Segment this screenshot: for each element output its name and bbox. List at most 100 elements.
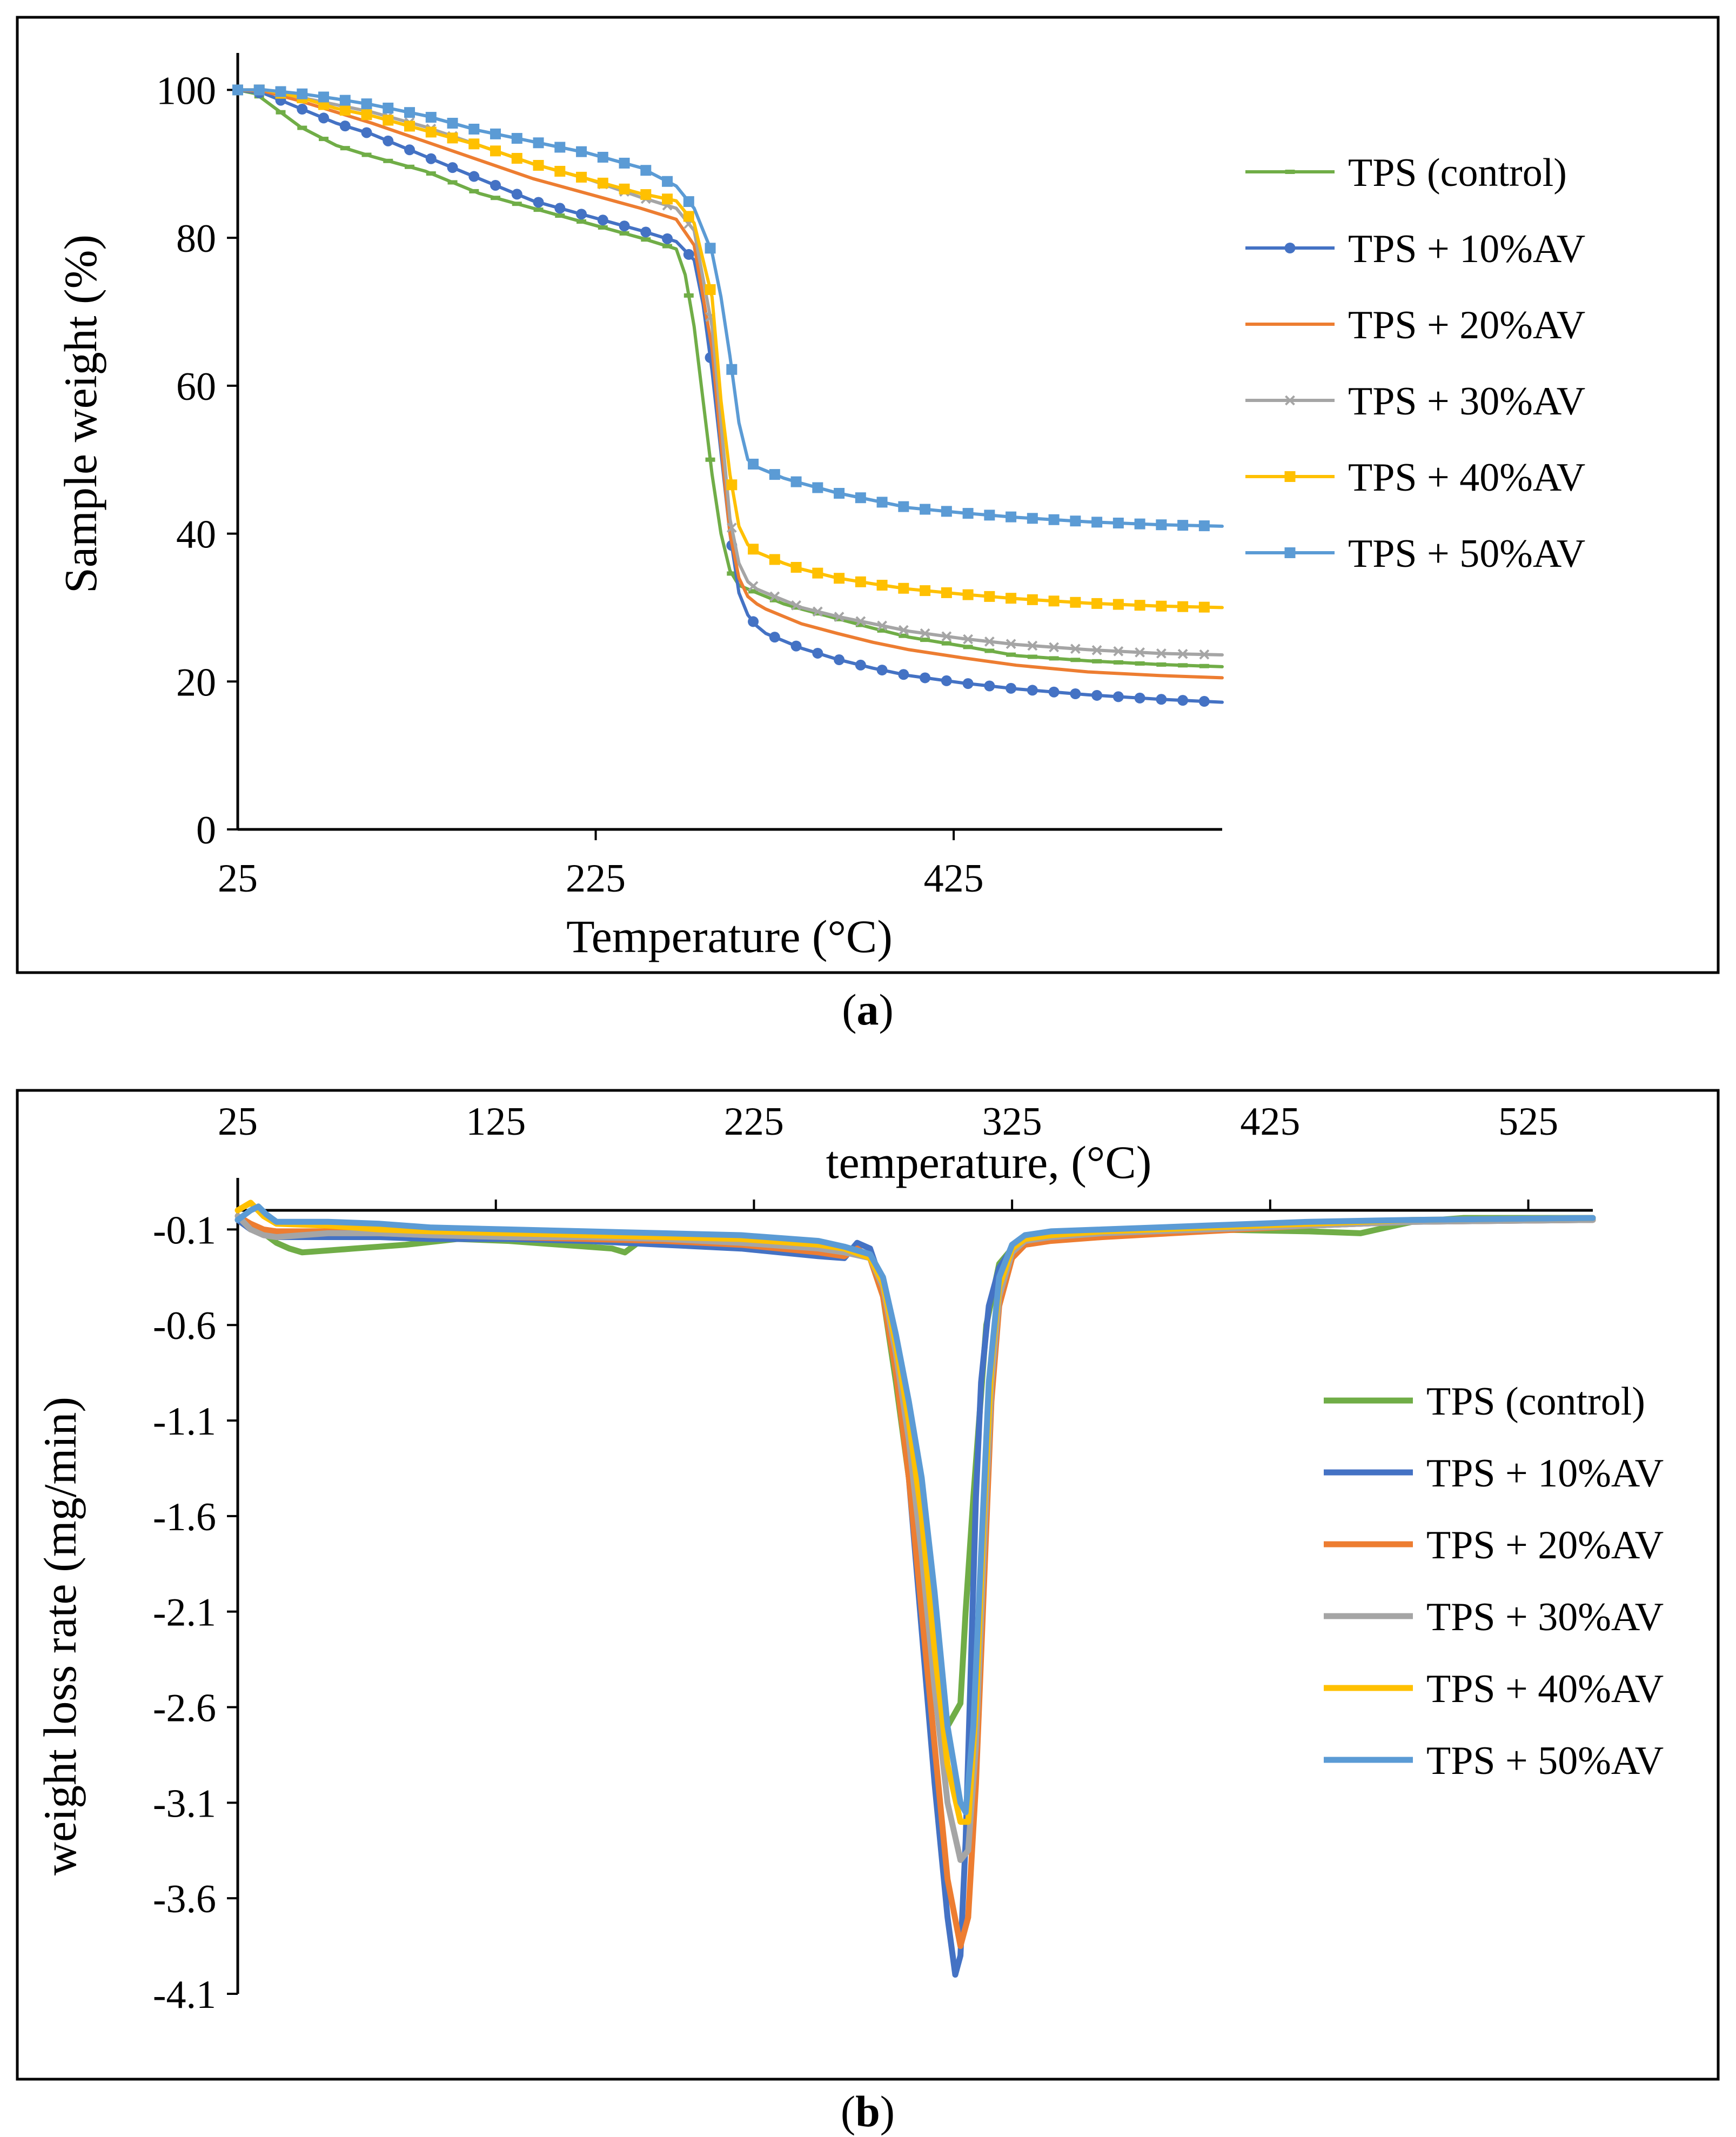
data-point-stroke-b — [812, 606, 823, 617]
data-point — [1134, 518, 1145, 530]
data-point — [339, 95, 351, 106]
data-point — [855, 576, 866, 587]
data-point — [468, 138, 480, 150]
data-point-stroke-b — [1113, 646, 1124, 656]
x-tick-label: 425 — [924, 856, 984, 901]
data-point-stroke-b — [984, 636, 995, 647]
data-point — [576, 209, 587, 220]
data-point — [876, 580, 888, 591]
data-point — [941, 506, 952, 517]
data-point — [812, 647, 823, 659]
data-point — [898, 669, 909, 680]
legend-label: TPS (control) — [1426, 1379, 1645, 1424]
data-point — [1112, 691, 1124, 702]
data-point — [597, 177, 608, 189]
data-point-stroke-b — [1199, 649, 1210, 660]
data-point-stroke-b — [963, 634, 974, 645]
data-point-stroke-b — [834, 612, 844, 622]
data-point — [533, 160, 544, 171]
data-point — [769, 469, 780, 480]
y-tick-label: -2.6 — [153, 1686, 216, 1731]
y-tick-label: -3.6 — [153, 1877, 216, 1921]
data-point — [383, 115, 394, 126]
data-point — [683, 293, 694, 298]
y-tick-label: 100 — [156, 69, 216, 113]
data-point — [726, 364, 738, 375]
data-point — [920, 585, 931, 597]
data-point — [275, 86, 286, 97]
data-point — [640, 226, 652, 238]
data-point — [1070, 644, 1081, 654]
data-point — [297, 125, 307, 130]
panel-a-caption: (a) — [842, 985, 894, 1034]
x-tick-label: 225 — [566, 856, 626, 901]
series-tps-40-av — [234, 1200, 1596, 1825]
data-point — [1156, 519, 1167, 531]
data-point-stroke-b — [898, 625, 909, 635]
data-point — [769, 554, 780, 565]
legend-entry-tps-20-av: TPS + 20%AV — [1324, 1523, 1664, 1567]
data-point — [1006, 682, 1017, 694]
y-tick-label: -0.1 — [153, 1208, 216, 1252]
data-point — [1177, 601, 1189, 612]
panel-b-legend: TPS (control) TPS + 10%AV TPS + 20%AV TPS +… — [1324, 1379, 1664, 1783]
data-point — [1027, 685, 1038, 696]
data-point — [1091, 598, 1103, 609]
data-point-stroke-b — [920, 628, 930, 639]
data-point — [662, 233, 673, 244]
data-point — [769, 598, 780, 602]
data-point-stroke-b — [748, 581, 759, 592]
x-tick-label: 325 — [982, 1100, 1042, 1144]
data-point — [1156, 694, 1167, 705]
data-point — [1135, 661, 1145, 666]
data-point — [1092, 659, 1102, 664]
data-point — [984, 648, 995, 653]
legend-entry-tps-30-av: TPS + 30%AV — [1245, 379, 1585, 424]
data-point — [1006, 511, 1017, 522]
data-point — [490, 145, 501, 157]
data-point — [232, 84, 243, 96]
data-point — [640, 189, 652, 200]
data-point — [1049, 642, 1060, 653]
legend-entry-tps-control: TPS (control) — [1324, 1379, 1645, 1424]
data-point — [748, 581, 759, 592]
data-point — [855, 616, 866, 627]
data-point — [276, 110, 286, 115]
data-point — [491, 196, 501, 200]
data-point-stroke-b — [1049, 642, 1060, 653]
data-point — [404, 107, 415, 118]
data-point — [790, 561, 802, 573]
legend-marker — [1284, 547, 1296, 558]
data-point-stroke-b — [791, 600, 801, 611]
data-point — [984, 591, 995, 602]
x-tick-label: 525 — [1498, 1100, 1558, 1144]
panel-a-frame — [16, 16, 1720, 974]
data-point — [748, 616, 759, 627]
data-point — [941, 631, 952, 642]
data-point — [1048, 514, 1060, 525]
data-point — [1112, 518, 1124, 529]
data-point — [683, 249, 694, 260]
panel-b-caption-label: b — [855, 2087, 880, 2136]
data-point — [554, 203, 566, 214]
y-tick-label: -1.6 — [153, 1495, 216, 1539]
data-point — [339, 120, 351, 132]
data-point — [1177, 520, 1189, 531]
data-point — [577, 219, 587, 224]
data-point — [511, 153, 522, 164]
legend-label: TPS + 40%AV — [1348, 455, 1585, 500]
legend-marker — [1284, 471, 1296, 482]
data-point — [1091, 689, 1103, 701]
data-point — [898, 501, 909, 512]
data-point-stroke-b — [877, 620, 887, 631]
data-point — [1198, 696, 1210, 707]
data-point — [1156, 600, 1167, 612]
data-point — [340, 146, 350, 151]
data-point — [1198, 601, 1210, 613]
data-point — [662, 244, 673, 249]
legend-marker — [1285, 170, 1295, 174]
data-point — [425, 126, 437, 138]
data-point-stroke-b — [855, 616, 866, 627]
data-point — [748, 589, 759, 594]
data-point — [877, 628, 887, 633]
